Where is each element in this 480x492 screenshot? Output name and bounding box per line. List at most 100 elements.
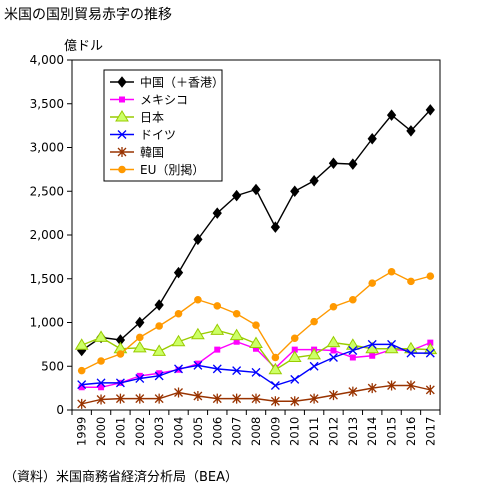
data-point: [407, 277, 415, 286]
series-1: [77, 104, 435, 357]
data-point: [135, 393, 145, 404]
x-tick-label: 2003: [152, 417, 166, 446]
data-point: [132, 340, 147, 353]
data-point: [367, 383, 377, 394]
data-point: [154, 393, 164, 404]
data-point: [367, 132, 377, 145]
y-tick-label: 0: [56, 403, 64, 417]
data-point: [74, 338, 89, 350]
x-tick-label: 2016: [404, 417, 418, 446]
data-point: [96, 378, 106, 388]
x-tick-label: 2010: [288, 417, 302, 446]
data-point: [174, 364, 183, 374]
data-point: [251, 393, 261, 404]
legend-box: [103, 69, 223, 182]
data-point: [98, 384, 105, 391]
data-point: [307, 347, 321, 360]
data-point: [152, 344, 167, 356]
data-point: [249, 336, 263, 348]
x-tick-label: 2005: [191, 417, 205, 446]
legend-item: 韓国: [110, 146, 164, 160]
data-point: [94, 330, 108, 342]
data-point: [268, 362, 283, 375]
data-point: [309, 174, 319, 187]
series-4: [77, 339, 435, 390]
x-tick-label: 2004: [172, 417, 186, 446]
data-point: [270, 381, 280, 390]
data-point: [329, 302, 338, 311]
data-point: [309, 393, 319, 404]
legend-label: 韓国: [140, 146, 164, 160]
data-point: [118, 165, 126, 174]
y-tick-label: 2,000: [30, 228, 64, 242]
x-tick-label: 2013: [346, 417, 360, 446]
data-point: [330, 347, 337, 354]
series-6: [77, 267, 435, 375]
data-point: [229, 328, 244, 341]
data-point: [253, 345, 259, 352]
data-point: [96, 394, 106, 405]
data-point: [290, 396, 300, 407]
data-point: [135, 333, 144, 342]
legend-item: 日本: [110, 110, 164, 125]
data-point: [115, 393, 125, 404]
data-point: [406, 348, 416, 358]
data-point: [171, 334, 186, 347]
data-point: [193, 391, 203, 401]
x-tick-label: 2015: [385, 417, 399, 446]
legend-item: 中国（＋香港）: [110, 75, 224, 90]
data-point: [270, 221, 281, 233]
data-point: [271, 353, 280, 362]
data-point: [425, 348, 435, 358]
data-point: [290, 374, 300, 384]
series-5: [77, 380, 435, 409]
data-point: [77, 380, 87, 390]
data-point: [290, 334, 299, 343]
data-point: [135, 316, 145, 329]
data-point: [214, 346, 221, 353]
data-point: [406, 380, 416, 391]
legend-item: ドイツ: [110, 128, 176, 142]
data-point: [232, 393, 242, 404]
data-point: [310, 317, 318, 326]
y-axis-unit-label: 億ドル: [64, 38, 103, 54]
x-tick-label: 2008: [249, 417, 263, 446]
data-point: [77, 366, 86, 375]
x-tick-label: 2007: [230, 417, 244, 446]
data-point: [309, 361, 319, 371]
data-point: [290, 185, 300, 198]
legend-label: EU（別掲）: [140, 162, 204, 177]
data-point: [348, 386, 358, 397]
chart-title: 米国の国別貿易赤字の推移: [4, 7, 172, 23]
legend-label: ドイツ: [140, 128, 176, 142]
series-line: [81, 270, 431, 372]
data-point: [252, 321, 260, 329]
data-point: [213, 302, 222, 310]
y-tick-label: 500: [41, 359, 64, 373]
x-tick-label: 2009: [268, 417, 282, 446]
legend-label: 中国（＋香港）: [140, 75, 224, 90]
data-point: [156, 370, 163, 377]
data-point: [154, 371, 164, 381]
data-point: [426, 272, 435, 280]
legend-item: EU（別掲）: [110, 162, 204, 177]
data-point: [427, 339, 434, 346]
data-point: [115, 378, 125, 388]
data-point: [193, 233, 203, 246]
data-point: [193, 360, 203, 370]
y-tick-label: 4,000: [30, 53, 64, 67]
data-point: [270, 396, 280, 407]
data-point: [368, 279, 377, 287]
data-point: [349, 295, 357, 304]
data-point: [191, 327, 205, 340]
data-point: [135, 374, 145, 383]
data-point: [136, 372, 143, 379]
x-tick-label: 1999: [75, 417, 89, 446]
data-point: [116, 350, 125, 358]
data-point: [326, 335, 341, 348]
data-point: [328, 157, 339, 170]
data-point: [251, 183, 261, 196]
data-point: [194, 360, 201, 367]
x-tick-label: 2006: [210, 417, 224, 446]
source-caption: （資料）米国商務省経済分析局（BEA）: [4, 470, 239, 485]
